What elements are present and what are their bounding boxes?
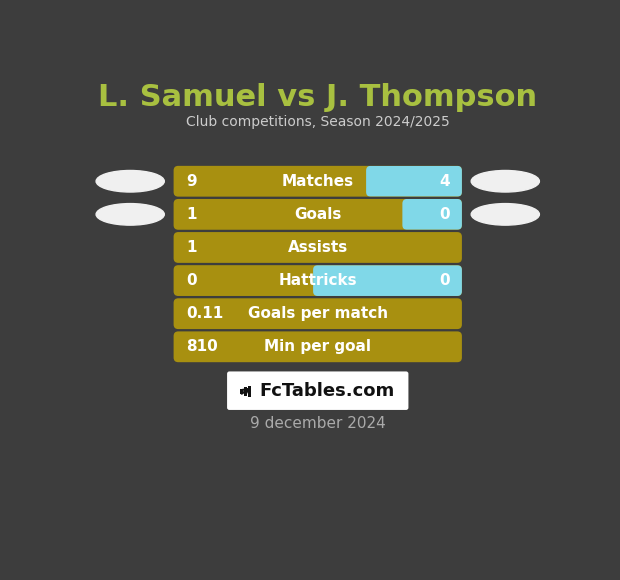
FancyBboxPatch shape [174, 298, 462, 329]
FancyBboxPatch shape [174, 265, 462, 296]
Text: Club competitions, Season 2024/2025: Club competitions, Season 2024/2025 [186, 115, 450, 129]
FancyBboxPatch shape [174, 331, 462, 362]
Text: Goals per match: Goals per match [247, 306, 388, 321]
Text: 9: 9 [186, 174, 197, 188]
FancyBboxPatch shape [227, 371, 409, 410]
Text: 0: 0 [186, 273, 197, 288]
FancyBboxPatch shape [366, 166, 467, 197]
Ellipse shape [471, 204, 539, 225]
FancyBboxPatch shape [174, 166, 462, 197]
Text: 4: 4 [439, 174, 450, 188]
Text: Assists: Assists [288, 240, 348, 255]
FancyBboxPatch shape [174, 232, 462, 263]
Text: 810: 810 [186, 339, 218, 354]
Ellipse shape [96, 204, 164, 225]
Ellipse shape [96, 171, 164, 192]
FancyBboxPatch shape [174, 199, 462, 230]
FancyBboxPatch shape [402, 199, 467, 230]
Text: 1: 1 [186, 240, 197, 255]
Text: Matches: Matches [281, 174, 354, 188]
Text: FcTables.com: FcTables.com [259, 382, 395, 400]
Text: L. Samuel vs J. Thompson: L. Samuel vs J. Thompson [98, 83, 538, 112]
Text: 9 december 2024: 9 december 2024 [250, 416, 386, 432]
Text: Min per goal: Min per goal [264, 339, 371, 354]
Ellipse shape [471, 171, 539, 192]
Text: Goals: Goals [294, 207, 342, 222]
Text: 0.11: 0.11 [186, 306, 223, 321]
Bar [248, 386, 251, 397]
Text: 1: 1 [186, 207, 197, 222]
FancyBboxPatch shape [313, 265, 467, 296]
Text: 0: 0 [439, 207, 450, 222]
Bar [244, 387, 247, 396]
Text: Hattricks: Hattricks [278, 273, 357, 288]
Text: 0: 0 [439, 273, 450, 288]
Bar [241, 389, 243, 394]
